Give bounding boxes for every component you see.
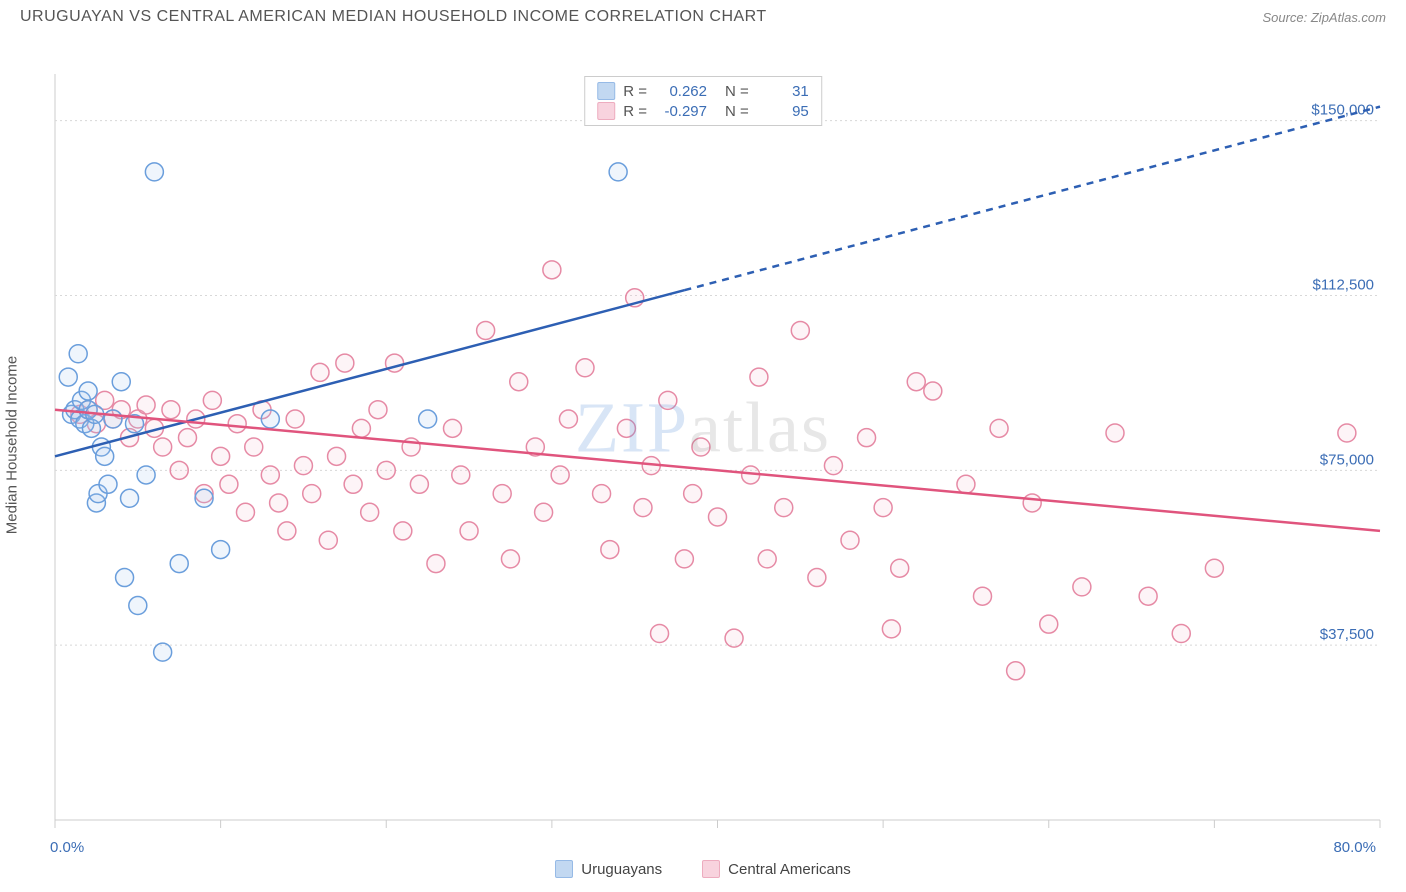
- chart-container: URUGUAYAN VS CENTRAL AMERICAN MEDIAN HOU…: [0, 0, 1406, 892]
- chart-area: Median Household Income ZIPatlas $37,500…: [0, 30, 1406, 860]
- legend-swatch-icon: [597, 102, 615, 120]
- legend-label: Uruguayans: [581, 861, 662, 878]
- stats-row-central_americans: R =-0.297N =95: [597, 101, 809, 121]
- chart-header: URUGUAYAN VS CENTRAL AMERICAN MEDIAN HOU…: [0, 0, 1406, 30]
- x-axis-min-label: 0.0%: [50, 839, 84, 856]
- legend-item-central_americans: Central Americans: [702, 860, 851, 878]
- series-legend: Uruguayans Central Americans: [0, 860, 1406, 878]
- stats-legend: R =0.262N =31R =-0.297N =95: [584, 76, 822, 126]
- svg-text:$37,500: $37,500: [1320, 626, 1374, 643]
- legend-swatch-icon: [597, 82, 615, 100]
- stats-row-uruguayans: R =0.262N =31: [597, 81, 809, 101]
- scatter-plot: $37,500$75,000$112,500$150,000: [0, 30, 1406, 860]
- x-axis-max-label: 80.0%: [1333, 839, 1376, 856]
- legend-label: Central Americans: [728, 861, 851, 878]
- y-axis-label: Median Household Income: [4, 356, 21, 534]
- svg-text:$75,000: $75,000: [1320, 451, 1374, 468]
- legend-swatch-icon: [702, 860, 720, 878]
- legend-item-uruguayans: Uruguayans: [555, 860, 662, 878]
- chart-title: URUGUAYAN VS CENTRAL AMERICAN MEDIAN HOU…: [20, 8, 767, 26]
- legend-swatch-icon: [555, 860, 573, 878]
- chart-source: Source: ZipAtlas.com: [1262, 10, 1386, 25]
- svg-text:$112,500: $112,500: [1313, 276, 1374, 293]
